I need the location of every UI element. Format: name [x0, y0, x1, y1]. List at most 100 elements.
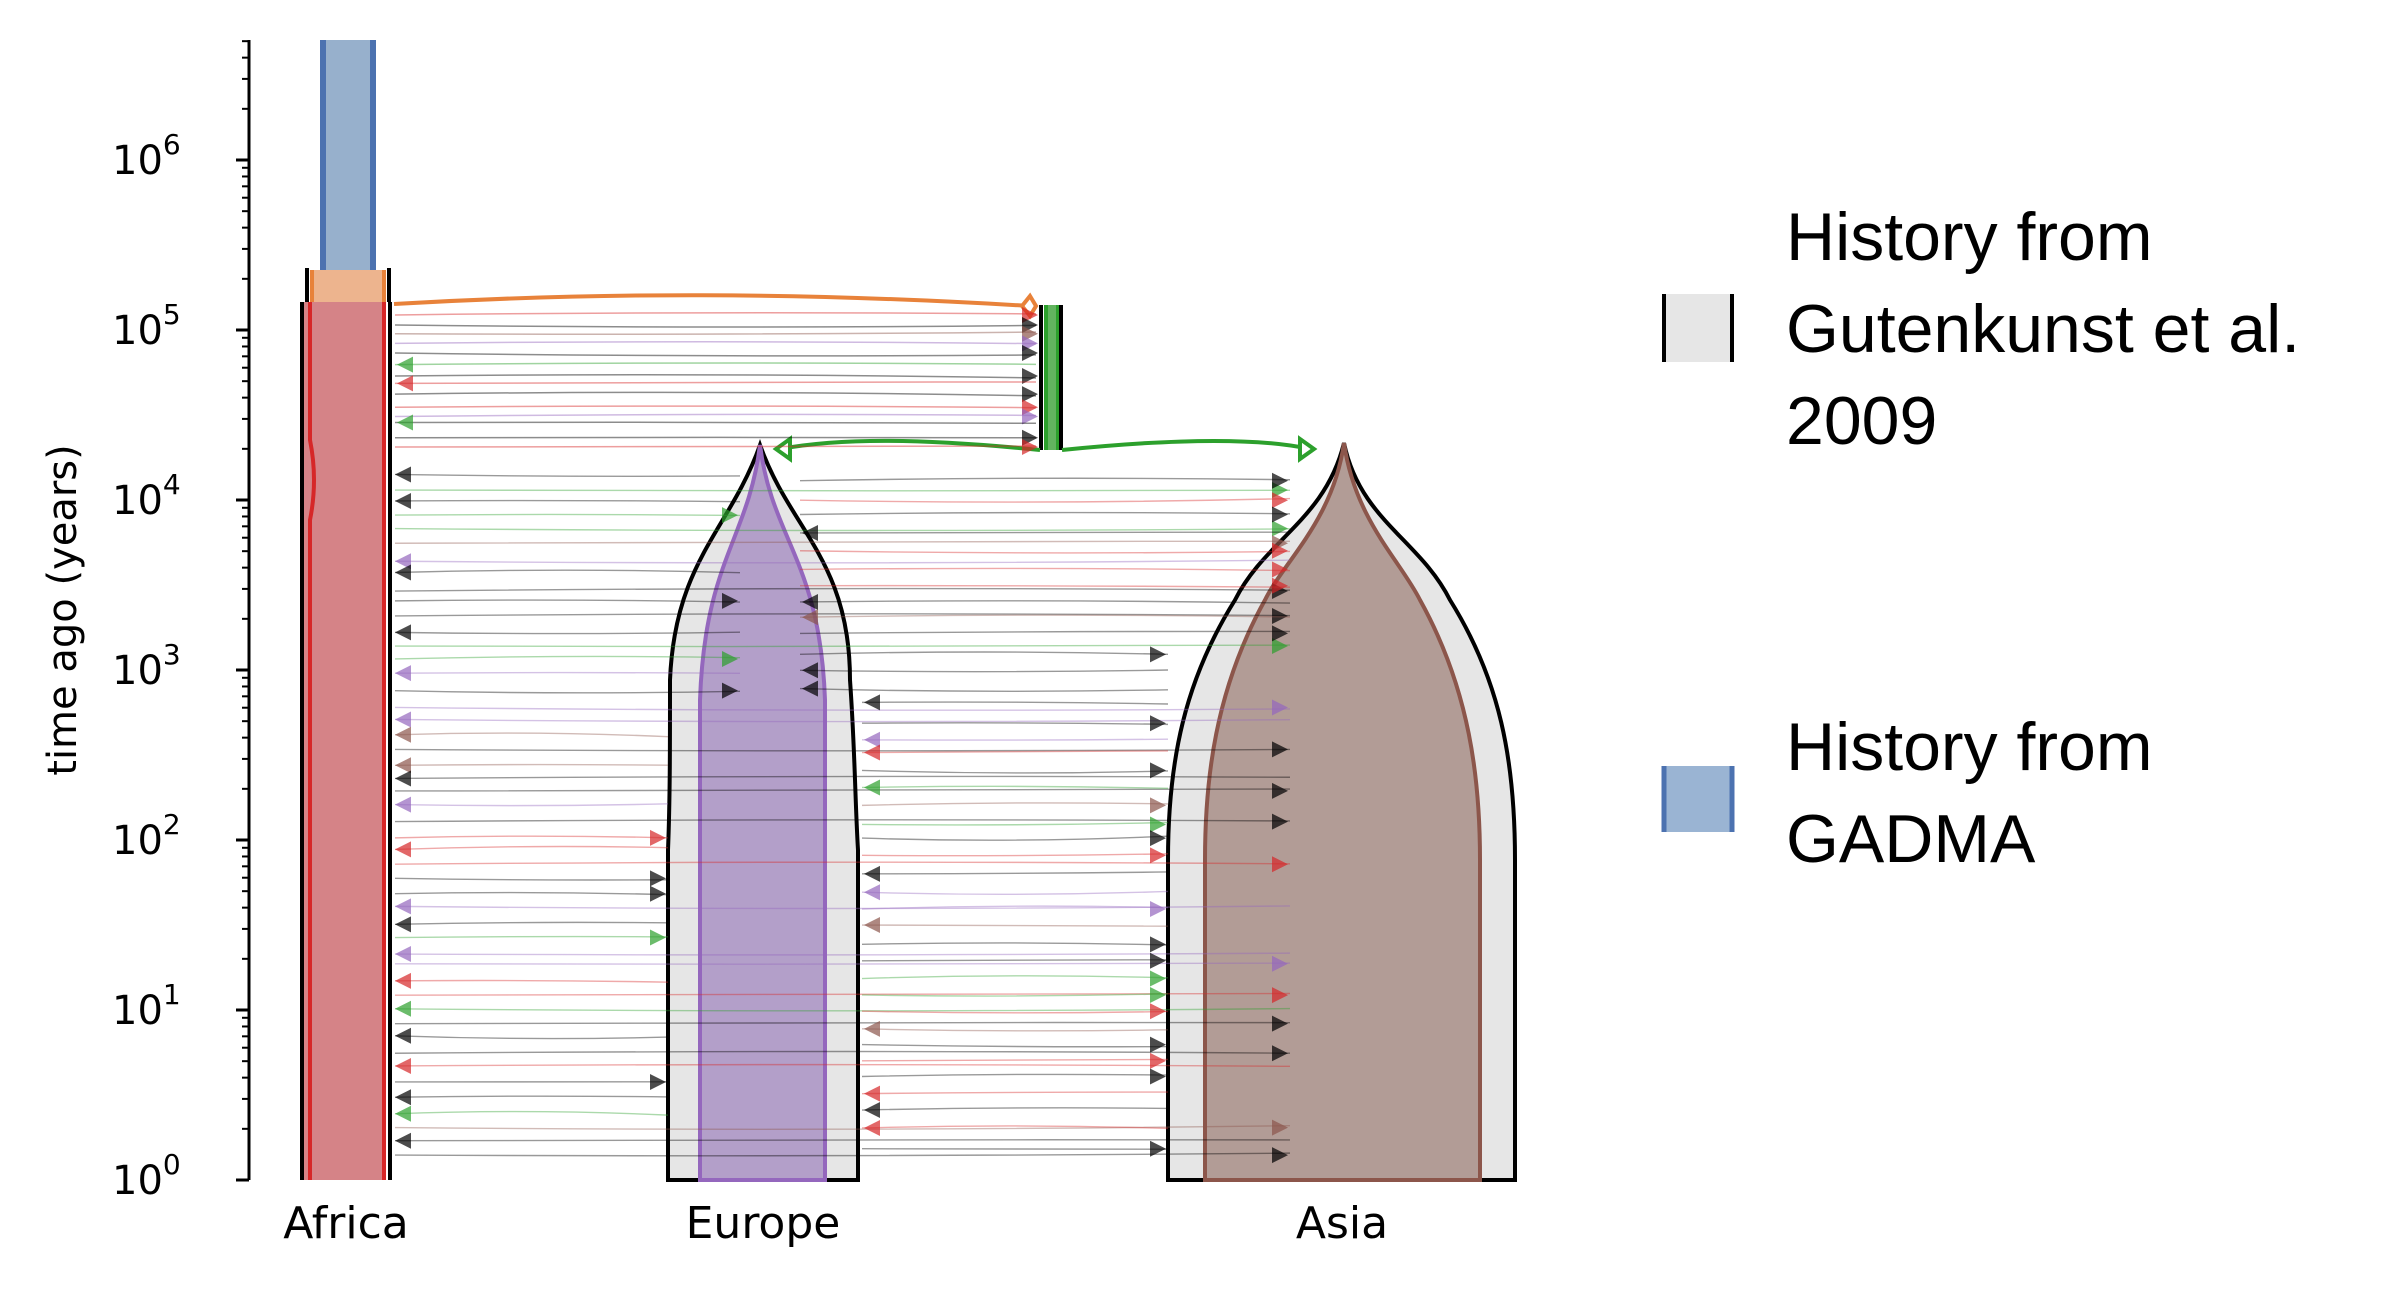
legend-swatch-gutenkunst [1662, 294, 1734, 362]
migration-line-europe-asia [861, 853, 1169, 857]
migration-arrowhead [650, 885, 666, 902]
migration-arrowhead [1272, 1147, 1288, 1164]
y-axis-tick-labels: 100 101 102 103 104 105 106 [112, 128, 181, 1204]
migration-arrowhead [1150, 970, 1166, 987]
legend-label-gutenkunst-line3: 2009 [1786, 383, 1937, 459]
migration-arrowhead [1022, 408, 1038, 425]
migration-arrowhead [1150, 952, 1166, 969]
migration-line-africa [394, 803, 669, 807]
migration-arrowhead [864, 1020, 880, 1037]
y-axis-ticks [236, 40, 249, 1182]
migration-arrowhead [1022, 306, 1038, 323]
y-tick-label: 103 [112, 638, 181, 694]
migration-arrowhead [395, 564, 411, 581]
migration-arrowhead [1272, 561, 1288, 578]
migration-arrowhead [1272, 506, 1288, 523]
migration-line-africa [394, 1152, 1291, 1157]
migration-arrowhead [1272, 492, 1288, 509]
migration-arrowhead [1150, 715, 1166, 732]
migration-line-africa [394, 1050, 1291, 1054]
migration-line-africa [394, 1139, 1291, 1142]
migration-line-europe-asia [799, 600, 1291, 604]
migration-line-africa [394, 835, 669, 839]
migration-arrowhead [1022, 345, 1038, 362]
migration-arrowhead [1150, 1068, 1166, 1085]
migration-arrowhead [650, 1073, 666, 1090]
migration-line-africa [394, 644, 1291, 648]
migration-line-europe-asia [861, 959, 1169, 962]
migration-line-africa [394, 763, 669, 766]
migration-arrowhead [1272, 520, 1288, 537]
migration-line-africa [394, 540, 1291, 544]
migration-arrowhead [1272, 638, 1288, 655]
migration-arrowhead [1272, 741, 1288, 758]
migration-line-africa-ooa [394, 445, 1037, 448]
legend-item-gadma: History from GADMA [1661, 709, 2152, 877]
migration-line-europe-asia [861, 924, 1169, 927]
migration-arrowhead [1272, 955, 1288, 972]
split-arrowhead-green-asia [1298, 435, 1318, 463]
migration-arrowhead [1272, 1045, 1288, 1062]
migration-line-africa [394, 655, 741, 660]
migration-arrowhead [864, 1119, 880, 1136]
migration-arrowhead [395, 1000, 411, 1017]
migration-arrowhead [1022, 368, 1038, 385]
asia-population [1166, 442, 1517, 1182]
migration-line-africa [394, 748, 1291, 752]
migration-arrowhead [395, 757, 411, 774]
migration-line-europe-asia [799, 614, 1291, 618]
migration-line-africa-ooa [394, 341, 1037, 345]
migration-arrowhead [1150, 1003, 1166, 1020]
migration-arrowhead [395, 492, 411, 509]
migration-line-europe-asia [799, 651, 1169, 656]
migration-line-africa [394, 1110, 669, 1116]
migration-line-africa-ooa [394, 362, 1037, 366]
x-axis-labels: Africa Europe Asia [283, 1198, 1388, 1249]
ancestral-population [305, 40, 391, 302]
migration-arrowhead [1272, 856, 1288, 873]
y-tick-label: 101 [112, 978, 181, 1034]
legend-label-gutenkunst-line2: Gutenkunst et al. [1786, 291, 2300, 367]
migration-arrowhead [1150, 986, 1166, 1003]
migration-arrowhead [802, 524, 818, 541]
migration-arrowhead [650, 829, 666, 846]
migration-line-europe-asia [799, 550, 1291, 554]
migration-arrowhead [395, 916, 411, 933]
migration-line-africa-ooa [394, 324, 1037, 328]
migration-arrowhead [722, 507, 738, 524]
migration-line-africa [394, 935, 669, 939]
migration-line-europe-asia [861, 1091, 1169, 1095]
migration-line-africa [394, 877, 669, 881]
migration-arrowhead [1272, 607, 1288, 624]
migration-arrowhead [395, 1132, 411, 1149]
migration-arrowhead [864, 917, 880, 934]
migration-line-africa [394, 671, 741, 675]
migration-line-europe-asia [861, 1028, 1169, 1032]
migration-line-africa [394, 1035, 669, 1040]
migration-arrowhead [802, 609, 818, 626]
migration-line-africa-ooa [394, 381, 1037, 385]
migration-line-africa [394, 861, 1291, 865]
migration-arrowhead [1150, 1036, 1166, 1053]
migration-arrowhead [1272, 699, 1288, 716]
migration-arrowhead [1150, 816, 1166, 833]
legend-label-gadma-line1: History from [1786, 709, 2152, 785]
migration-arrowhead [650, 870, 666, 887]
y-axis: 100 101 102 103 104 105 106 time ago (years) [40, 40, 251, 1204]
africa-edge-left [308, 302, 316, 1180]
migration-arrowhead [1272, 625, 1288, 642]
migration-line-europe-asia [799, 584, 1291, 588]
x-label-africa: Africa [283, 1198, 409, 1249]
migration-line-europe-asia [861, 1073, 1169, 1078]
split-arrow-orange [393, 293, 1031, 308]
migration-line-europe-asia [861, 738, 1169, 741]
migration-arrowhead [1272, 782, 1288, 799]
migration-arrowhead [1150, 1052, 1166, 1069]
migration-arrowhead [1272, 472, 1288, 489]
migration-arrowhead [864, 1102, 880, 1119]
migration-line-africa [394, 489, 1291, 492]
migration-arrowhead [1150, 900, 1166, 917]
migration-line-africa [394, 706, 1291, 711]
migration-arrowhead [802, 662, 818, 679]
legend-label-gadma-line2: GADMA [1786, 801, 2036, 877]
